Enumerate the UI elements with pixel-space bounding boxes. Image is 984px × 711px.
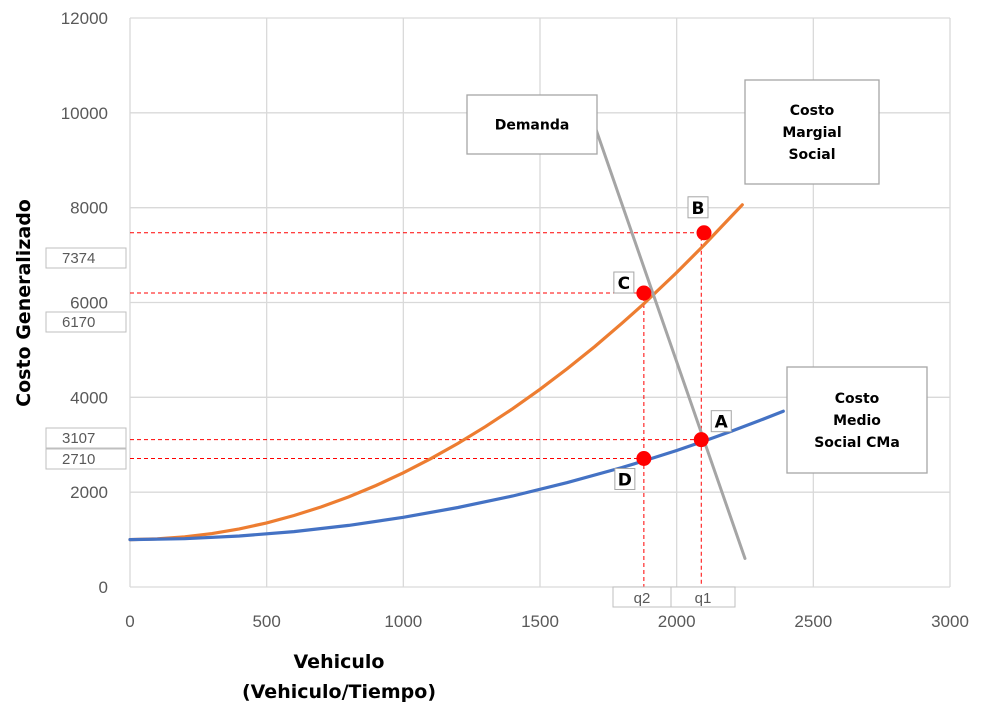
guide-lines: [130, 232, 710, 605]
point-label-box: [687, 196, 709, 219]
callout-box-demanda: [466, 94, 598, 155]
x-tick-label: 1000: [384, 612, 422, 631]
quantity-label: q2: [634, 590, 651, 607]
point-label-box: [614, 468, 636, 491]
x-axis-title-line-1: Vehiculo: [294, 651, 385, 673]
x-tick-label: 2000: [658, 612, 696, 631]
callout-text-cma: Costo: [835, 391, 880, 407]
x-axis-title-line-2: (Vehiculo/Tiempo): [242, 681, 436, 703]
y-tick-label: 0: [99, 578, 108, 597]
point-label-box: [613, 271, 635, 294]
series-line-demand: [590, 116, 747, 560]
level-label: 3107: [62, 430, 95, 447]
value-boxes: 7374 6170 3107 2710 q2 q1: [45, 247, 736, 608]
callout-text-cms: Costo: [790, 103, 835, 119]
point-D: [636, 451, 652, 467]
callout-text-demanda: Demanda: [495, 118, 570, 134]
callout-text-cms: Margial: [782, 125, 841, 141]
point-A: [693, 432, 709, 448]
callout-box-cma: [786, 366, 928, 474]
series-line-cma: [128, 409, 785, 542]
quantity-label: q1: [695, 590, 712, 607]
y-tick-label: 4000: [70, 388, 108, 407]
x-tick-label: 500: [252, 612, 280, 631]
point-B: [696, 225, 712, 241]
point-label-box: [710, 410, 732, 433]
point-label-A: A: [715, 413, 729, 433]
y-tick-label: 2000: [70, 483, 108, 502]
points: A B C D: [613, 196, 732, 491]
x-tick-label: 3000: [931, 612, 969, 631]
callout-box-cms: [744, 79, 880, 185]
callout-text-cma: Social CMa: [814, 435, 900, 451]
x-tick-labels: 0 500 1000 1500 2000 2500 3000: [125, 612, 969, 631]
x-tick-label: 1500: [521, 612, 559, 631]
level-box: [45, 247, 127, 269]
level-label: 7374: [62, 250, 95, 267]
callout-text-cms: Social: [788, 147, 835, 163]
x-tick-label: 2500: [794, 612, 832, 631]
point-label-D: D: [618, 471, 632, 491]
point-label-C: C: [618, 274, 630, 294]
y-tick-label: 12000: [61, 9, 108, 28]
y-tick-labels: 0 2000 4000 6000 8000 10000 12000: [61, 9, 108, 597]
quantity-box: [670, 586, 736, 608]
y-axis-title: Costo Generalizado: [13, 199, 35, 407]
level-label: 2710: [62, 451, 95, 468]
series-lines: [128, 116, 785, 560]
y-tick-label: 10000: [61, 104, 108, 123]
level-box: [45, 311, 127, 333]
callout-text-cma: Medio: [833, 413, 881, 429]
level-label: 6170: [62, 314, 95, 331]
point-C: [636, 285, 652, 301]
y-tick-label: 8000: [70, 199, 108, 218]
point-label-B: B: [692, 199, 705, 219]
annotation-boxes: Demanda Costo Margial Social Costo Medio Socia…: [466, 79, 928, 474]
y-tick-label: 6000: [70, 294, 108, 313]
level-box: [45, 448, 127, 470]
level-box: [45, 427, 127, 449]
series-line-cms: [128, 203, 744, 542]
x-tick-label: 0: [125, 612, 134, 631]
